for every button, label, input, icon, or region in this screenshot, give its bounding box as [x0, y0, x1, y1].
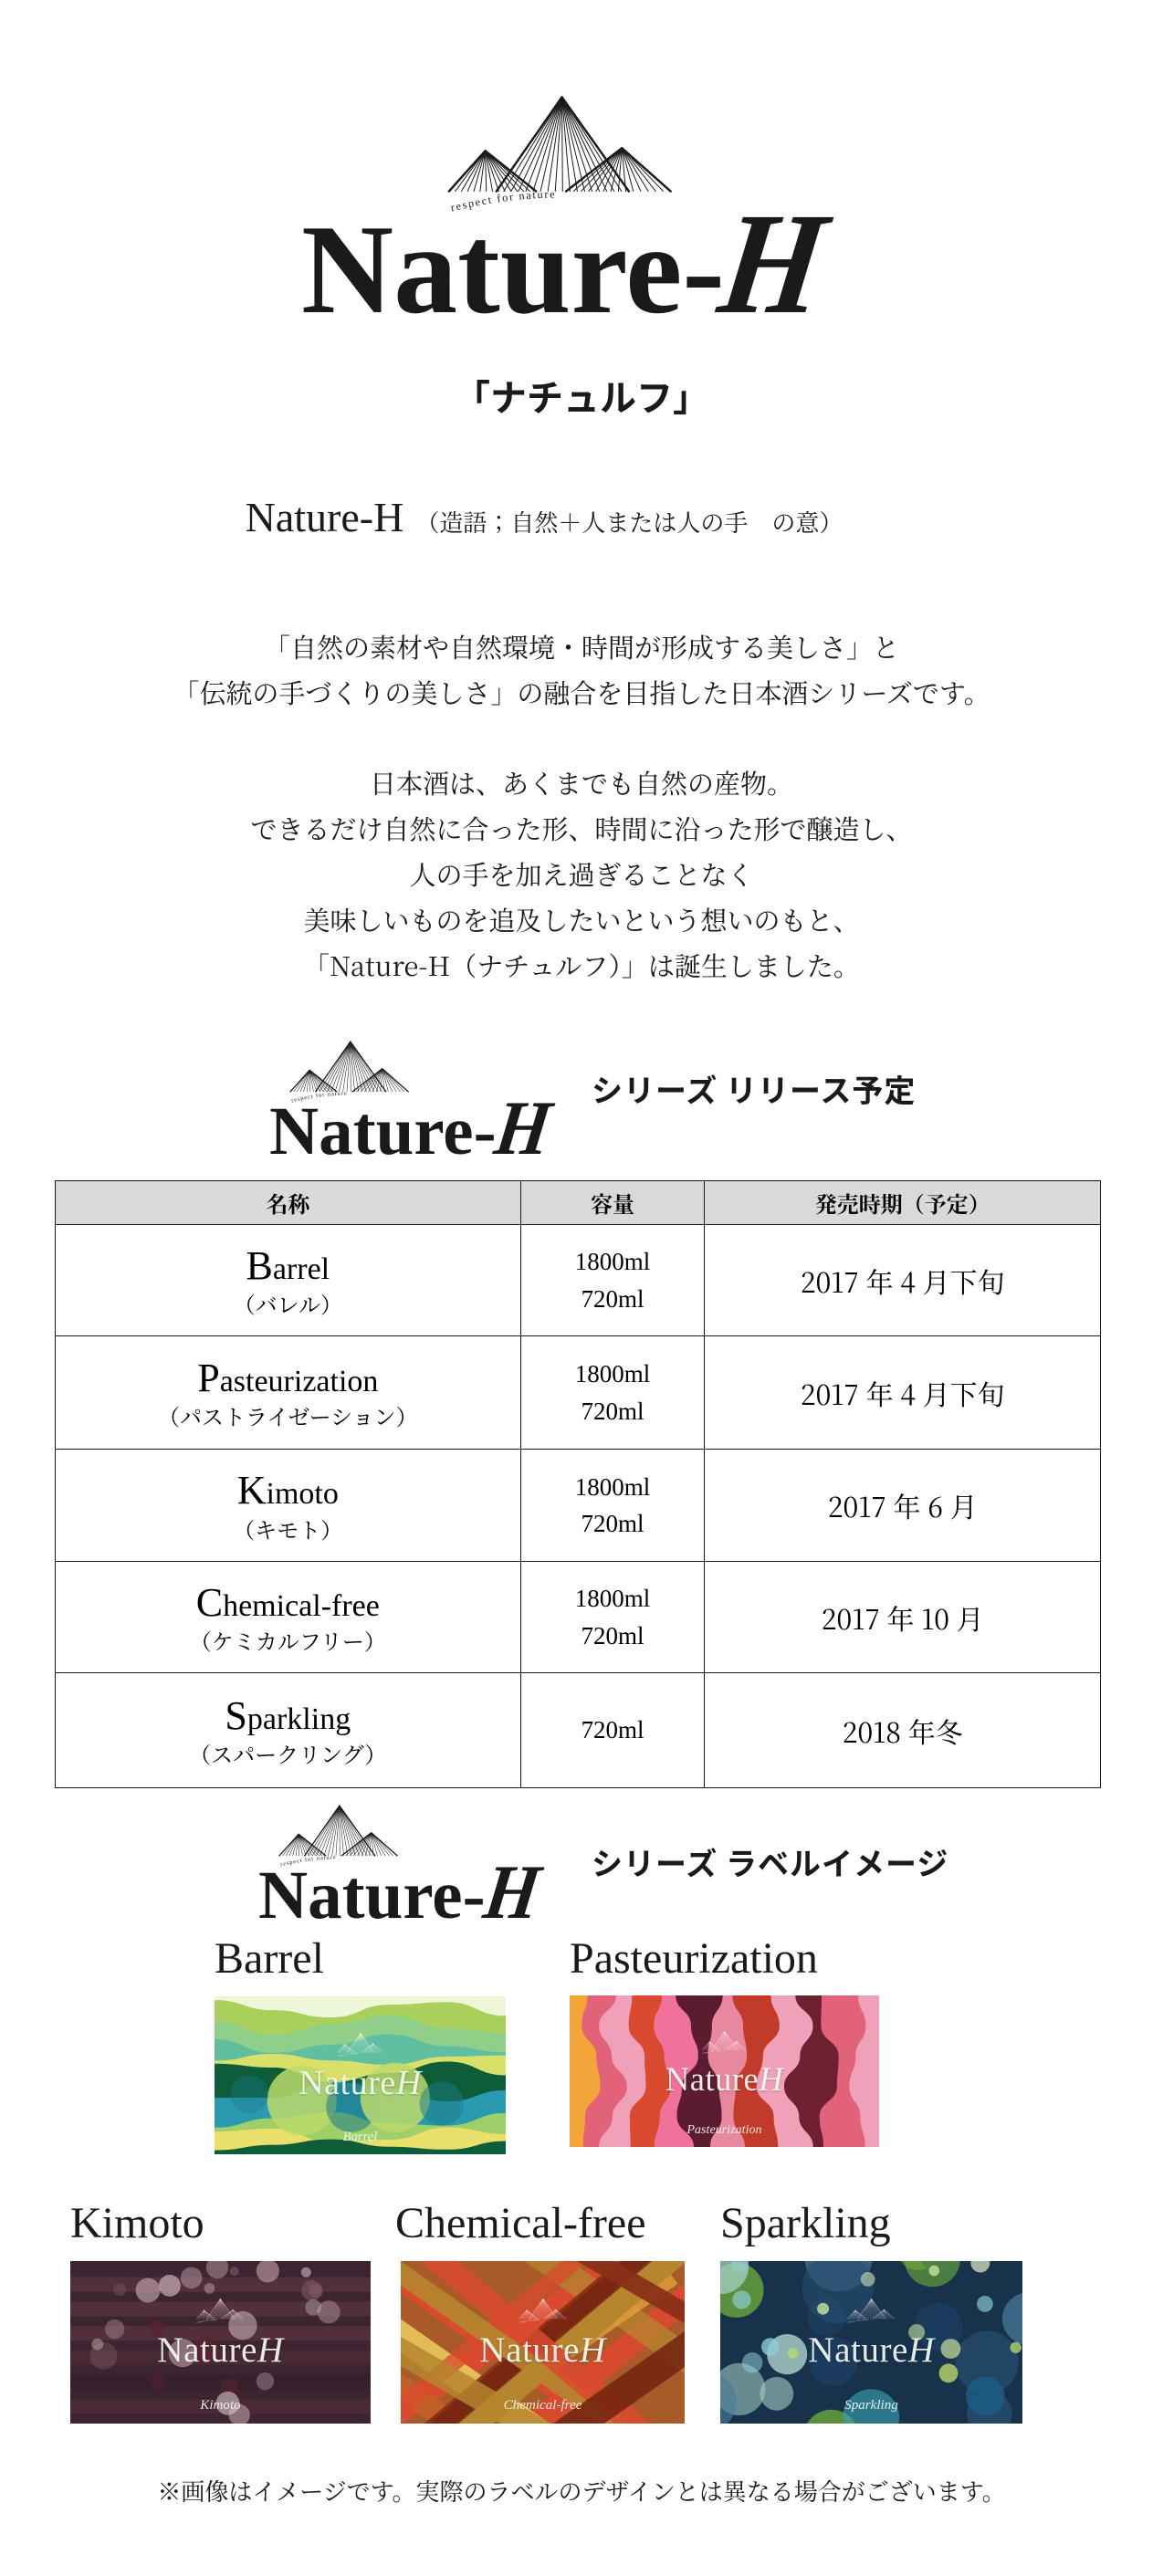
svg-text:respect for nature: respect for nature [848, 2319, 869, 2324]
svg-text:respect for nature: respect for nature [337, 2052, 357, 2058]
svg-text:respect for nature: respect for nature [197, 2319, 218, 2324]
svg-text:respect for nature: respect for nature [703, 2049, 722, 2054]
svg-text:respect for nature: respect for nature [519, 2319, 540, 2324]
